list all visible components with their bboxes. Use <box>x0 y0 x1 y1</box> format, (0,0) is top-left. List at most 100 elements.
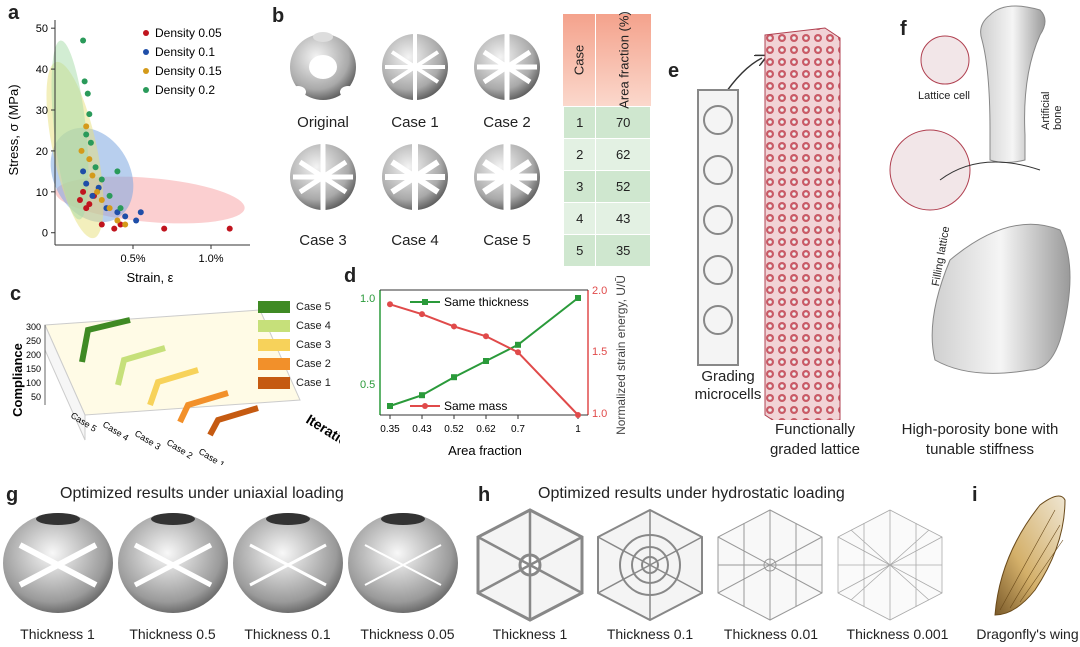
uniaxial-thickness-1 <box>3 513 113 613</box>
hydrostatic-thickness-1 <box>476 508 584 622</box>
legend-swatch <box>258 357 290 370</box>
point-same-mass <box>451 323 457 330</box>
scatter-point <box>83 123 90 130</box>
table-cell: 3 <box>562 170 597 203</box>
x-tick-label: 0.35 <box>380 424 400 435</box>
title-hydrostatic-loading: Optimized results under hydrostatic load… <box>538 485 845 502</box>
scatter-point <box>86 201 93 208</box>
y-tick-label: 10 <box>36 187 48 199</box>
y-tick-label: 250 <box>26 336 41 346</box>
scatter-point <box>122 213 129 220</box>
series-same-thickness <box>389 297 579 407</box>
scatter-point <box>98 176 105 183</box>
point-same-thickness <box>451 374 457 381</box>
case-axis-label: Case 1 <box>197 446 226 465</box>
scatter-point <box>89 172 96 179</box>
point-same-thickness <box>575 295 581 301</box>
point-same-thickness <box>419 392 425 399</box>
table-cell: 62 <box>595 138 651 171</box>
caption-hydrostatic: Thickness 1 <box>492 626 568 642</box>
table-header-case: Case <box>571 44 587 76</box>
y-tick-label: 200 <box>26 350 41 360</box>
table-row: 1 70 <box>562 106 651 139</box>
artificial-bone-rendering <box>889 5 1071 374</box>
tick-right: 2.0 <box>592 285 607 297</box>
legend-same-mass: Same mass <box>444 399 507 413</box>
caption-case-5: Case 5 <box>483 232 531 249</box>
x-tick-label: 0.7 <box>511 424 525 435</box>
tick-left: 1.0 <box>360 293 375 305</box>
caption-graded-lattice: Functionally graded lattice <box>769 421 861 458</box>
legend-label: Case 1 <box>296 376 331 389</box>
scatter-point <box>111 225 118 232</box>
caption-case-4: Case 4 <box>391 232 439 249</box>
scatter-point <box>161 225 168 232</box>
uniaxial-thickness-0-5 <box>118 513 228 613</box>
caption-dragonfly: Dragonfly's wing <box>976 626 1079 642</box>
legend-a: Density 0.05 Density 0.1 Density 0.15 De… <box>143 26 222 97</box>
caption-hydrostatic: Thickness 0.01 <box>723 626 819 642</box>
hydrostatic-thickness-0-1 <box>597 508 703 622</box>
y-tick-label: 300 <box>26 322 41 332</box>
scatter-point <box>89 192 96 199</box>
axis-title-compliance: Compliance <box>10 343 25 417</box>
table-cell: 35 <box>595 234 651 267</box>
uniaxial-thickness-0-05 <box>348 513 458 613</box>
panel-label-d: d <box>344 265 357 287</box>
point-same-mass <box>419 311 425 318</box>
panel-label-i: i <box>972 484 978 506</box>
caption-uniaxial: Thickness 0.1 <box>244 626 331 642</box>
series-same-mass <box>389 303 579 416</box>
legend-swatch <box>258 376 290 389</box>
cell-case-1 <box>382 34 448 100</box>
x-tick-label: 1 <box>575 424 581 435</box>
legend-item: Case 2 <box>258 354 331 373</box>
legend-item: Density 0.05 <box>155 26 222 40</box>
panel-label-e: e <box>668 60 680 82</box>
legend-swatch <box>258 338 290 351</box>
legend-label: Case 3 <box>296 338 331 351</box>
table-cell: 2 <box>562 138 597 171</box>
strain-energy-chart: 0.35 0.43 0.52 0.62 0.7 1 1.0 0.5 2.0 1.5 1.0… <box>360 275 628 458</box>
panel-label-a: a <box>8 2 20 24</box>
scatter-point <box>226 225 233 232</box>
tick-right: 1.0 <box>592 408 607 420</box>
table-row: 2 62 <box>562 138 651 171</box>
point-same-mass <box>515 349 521 356</box>
axis-title-x: Strain, ε <box>127 270 174 285</box>
caption-case-3: Case 3 <box>299 232 347 249</box>
panel-label-h: h <box>478 484 491 506</box>
axis-title-iteration: Iteration <box>303 411 340 454</box>
scatter-point <box>80 168 87 175</box>
y-tick-label: 50 <box>31 392 41 402</box>
legend-item: Case 5 <box>258 297 331 316</box>
unit-cell-renderings <box>290 32 540 210</box>
scatter-point <box>114 217 121 224</box>
scatter-point <box>98 221 105 228</box>
legend-item: Density 0.2 <box>155 83 215 97</box>
caption-uniaxial: Thickness 1 <box>20 626 95 642</box>
title-uniaxial-loading: Optimized results under uniaxial loading <box>60 485 344 502</box>
legend-c: Case 5 Case 4 Case 3 Case 2 Case 1 <box>258 297 331 392</box>
cell-case-2 <box>474 34 540 100</box>
y-tick-label: 20 <box>36 146 48 158</box>
scatter-point <box>86 111 93 118</box>
table-row: 5 35 <box>562 234 651 267</box>
table-cell: 1 <box>562 106 597 139</box>
scatter-point <box>83 180 90 187</box>
area-fraction-table: Case Area fraction (%) 1 70 2 62 3 52 4 43 5 35 <box>562 11 651 267</box>
caption-uniaxial: Thickness 0.5 <box>129 626 216 642</box>
panel-label-f: f <box>900 18 907 40</box>
case-axis-label: Case 2 <box>165 437 194 461</box>
scatter-point <box>81 78 88 85</box>
panel-label-g: g <box>6 484 19 506</box>
y-tick-label: 0 <box>42 228 48 240</box>
case-axis-label: Case 4 <box>101 419 130 443</box>
scatter-point <box>94 188 101 195</box>
scatter-point <box>76 197 83 203</box>
point-same-mass <box>387 301 393 308</box>
legend-item: Density 0.1 <box>155 45 215 59</box>
label-lattice-cell: Lattice cell <box>918 90 970 102</box>
legend-item: Case 1 <box>258 373 331 392</box>
